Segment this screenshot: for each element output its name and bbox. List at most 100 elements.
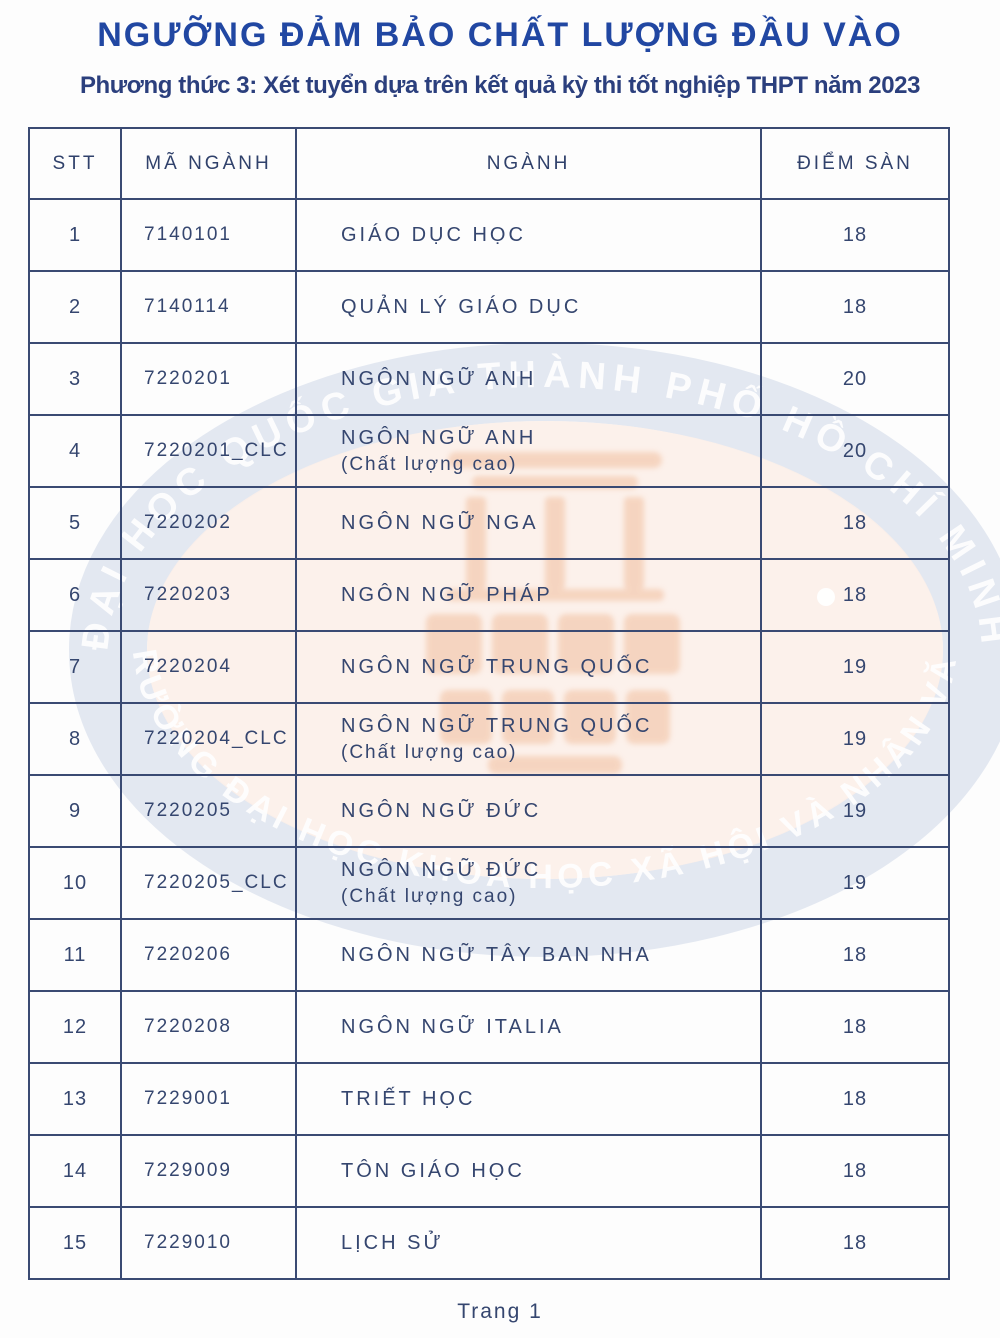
cell-major-name: GIÁO DỤC HỌC bbox=[295, 198, 762, 272]
cell-stt: 13 bbox=[28, 1062, 122, 1136]
major-name: QUẢN LÝ GIÁO DỤC bbox=[341, 295, 582, 318]
cell-major-name: NGÔN NGỮ TRUNG QUỐC bbox=[295, 630, 762, 704]
cell-stt: 9 bbox=[28, 774, 122, 848]
cell-stt: 11 bbox=[28, 918, 122, 992]
cell-major-code: 7220203 bbox=[120, 558, 297, 632]
page-number-label: Trang 1 bbox=[457, 1300, 543, 1323]
page-subtitle: Phương thức 3: Xét tuyển dựa trên kết qu… bbox=[79, 72, 921, 99]
cell-floor-score: 19 bbox=[760, 774, 950, 848]
cell-stt: 6 bbox=[28, 558, 122, 632]
major-note: (Chất lượng cao) bbox=[341, 453, 518, 475]
cell-major-code: 7220204 bbox=[120, 630, 297, 704]
cell-floor-score: 19 bbox=[760, 846, 950, 920]
cell-major-name: NGÔN NGỮ ITALIA bbox=[295, 990, 762, 1064]
table-row: 9 7220205 NGÔN NGỮ ĐỨC 19 bbox=[28, 774, 950, 848]
table-row: 2 7140114 QUẢN LÝ GIÁO DỤC 18 bbox=[28, 270, 950, 344]
cell-stt: 3 bbox=[28, 342, 122, 416]
page-title: NGƯỠNG ĐẢM BẢO CHẤT LƯỢNG ĐẦU VÀO bbox=[97, 16, 903, 54]
major-name: NGÔN NGỮ TRUNG QUỐC bbox=[341, 714, 653, 737]
cell-major-name: NGÔN NGỮ ĐỨC (Chất lượng cao) bbox=[295, 846, 762, 920]
header-stt: STT bbox=[28, 127, 122, 200]
cell-stt: 5 bbox=[28, 486, 122, 560]
major-name: NGÔN NGỮ PHÁP bbox=[341, 583, 553, 606]
major-name: NGÔN NGỮ NGA bbox=[341, 511, 539, 534]
major-note: (Chất lượng cao) bbox=[341, 741, 518, 763]
table-row: 13 7229001 TRIẾT HỌC 18 bbox=[28, 1062, 950, 1136]
table-header-row: STT MÃ NGÀNH NGÀNH ĐIỂM SÀN bbox=[28, 127, 950, 200]
table-row: 14 7229009 TÔN GIÁO HỌC 18 bbox=[28, 1134, 950, 1208]
cell-major-code: 7220201 bbox=[120, 342, 297, 416]
cell-major-code: 7140114 bbox=[120, 270, 297, 344]
cell-major-code: 7229001 bbox=[120, 1062, 297, 1136]
cell-floor-score: 19 bbox=[760, 702, 950, 776]
cell-stt: 10 bbox=[28, 846, 122, 920]
major-name: TRIẾT HỌC bbox=[341, 1087, 476, 1110]
cell-floor-score: 18 bbox=[760, 198, 950, 272]
cell-major-code: 7220201_CLC bbox=[120, 414, 297, 488]
cell-floor-score: 18 bbox=[760, 1206, 950, 1280]
cell-floor-score: 18 bbox=[760, 1134, 950, 1208]
cell-stt: 12 bbox=[28, 990, 122, 1064]
major-name: NGÔN NGỮ TRUNG QUỐC bbox=[341, 655, 653, 678]
header-major: NGÀNH bbox=[295, 127, 762, 200]
table-row: 10 7220205_CLC NGÔN NGỮ ĐỨC (Chất lượng … bbox=[28, 846, 950, 920]
major-name: NGÔN NGỮ TÂY BAN NHA bbox=[341, 943, 652, 966]
table-row: 8 7220204_CLC NGÔN NGỮ TRUNG QUỐC (Chất … bbox=[28, 702, 950, 776]
major-name: NGÔN NGỮ ĐỨC bbox=[341, 799, 542, 822]
cell-major-name: NGÔN NGỮ ANH (Chất lượng cao) bbox=[295, 414, 762, 488]
major-note: (Chất lượng cao) bbox=[341, 885, 518, 907]
cell-major-code: 7220204_CLC bbox=[120, 702, 297, 776]
cell-major-code: 7229010 bbox=[120, 1206, 297, 1280]
major-name: NGÔN NGỮ ANH bbox=[341, 367, 537, 390]
header-score: ĐIỂM SÀN bbox=[760, 127, 950, 200]
major-name: NGÔN NGỮ ITALIA bbox=[341, 1015, 564, 1038]
cutoff-score-table: STT MÃ NGÀNH NGÀNH ĐIỂM SÀN 1 7140101 GI… bbox=[28, 127, 950, 1280]
cell-major-code: 7229009 bbox=[120, 1134, 297, 1208]
cell-major-code: 7220206 bbox=[120, 918, 297, 992]
cell-floor-score: 18 bbox=[760, 558, 950, 632]
cell-floor-score: 18 bbox=[760, 486, 950, 560]
cell-major-name: LỊCH SỬ bbox=[295, 1206, 762, 1280]
table-row: 12 7220208 NGÔN NGỮ ITALIA 18 bbox=[28, 990, 950, 1064]
major-name: GIÁO DỤC HỌC bbox=[341, 223, 526, 246]
cell-floor-score: 20 bbox=[760, 342, 950, 416]
major-name: NGÔN NGỮ ĐỨC bbox=[341, 858, 542, 881]
header-code: MÃ NGÀNH bbox=[120, 127, 297, 200]
table-row: 15 7229010 LỊCH SỬ 18 bbox=[28, 1206, 950, 1280]
cell-stt: 4 bbox=[28, 414, 122, 488]
cell-major-code: 7220205_CLC bbox=[120, 846, 297, 920]
cell-major-code: 7220205 bbox=[120, 774, 297, 848]
cell-floor-score: 18 bbox=[760, 270, 950, 344]
cell-floor-score: 19 bbox=[760, 630, 950, 704]
cell-major-name: TÔN GIÁO HỌC bbox=[295, 1134, 762, 1208]
table-row: 11 7220206 NGÔN NGỮ TÂY BAN NHA 18 bbox=[28, 918, 950, 992]
cell-major-name: QUẢN LÝ GIÁO DỤC bbox=[295, 270, 762, 344]
cell-floor-score: 18 bbox=[760, 1062, 950, 1136]
cell-floor-score: 20 bbox=[760, 414, 950, 488]
cell-major-name: NGÔN NGỮ NGA bbox=[295, 486, 762, 560]
cell-major-name: NGÔN NGỮ PHÁP bbox=[295, 558, 762, 632]
cell-stt: 14 bbox=[28, 1134, 122, 1208]
cell-stt: 15 bbox=[28, 1206, 122, 1280]
table-row: 5 7220202 NGÔN NGỮ NGA 18 bbox=[28, 486, 950, 560]
cell-major-code: 7220208 bbox=[120, 990, 297, 1064]
table-row: 6 7220203 NGÔN NGỮ PHÁP 18 bbox=[28, 558, 950, 632]
cell-stt: 8 bbox=[28, 702, 122, 776]
cell-major-code: 7140101 bbox=[120, 198, 297, 272]
table-row: 4 7220201_CLC NGÔN NGỮ ANH (Chất lượng c… bbox=[28, 414, 950, 488]
major-name: TÔN GIÁO HỌC bbox=[341, 1159, 525, 1182]
cell-stt: 7 bbox=[28, 630, 122, 704]
cell-stt: 1 bbox=[28, 198, 122, 272]
table-row: 1 7140101 GIÁO DỤC HỌC 18 bbox=[28, 198, 950, 272]
table-row: 3 7220201 NGÔN NGỮ ANH 20 bbox=[28, 342, 950, 416]
major-name: LỊCH SỬ bbox=[341, 1231, 444, 1254]
cell-floor-score: 18 bbox=[760, 990, 950, 1064]
cell-major-name: NGÔN NGỮ ĐỨC bbox=[295, 774, 762, 848]
cell-floor-score: 18 bbox=[760, 918, 950, 992]
cell-major-name: TRIẾT HỌC bbox=[295, 1062, 762, 1136]
cell-major-name: NGÔN NGỮ TÂY BAN NHA bbox=[295, 918, 762, 992]
table-row: 7 7220204 NGÔN NGỮ TRUNG QUỐC 19 bbox=[28, 630, 950, 704]
cell-major-name: NGÔN NGỮ ANH bbox=[295, 342, 762, 416]
cell-stt: 2 bbox=[28, 270, 122, 344]
